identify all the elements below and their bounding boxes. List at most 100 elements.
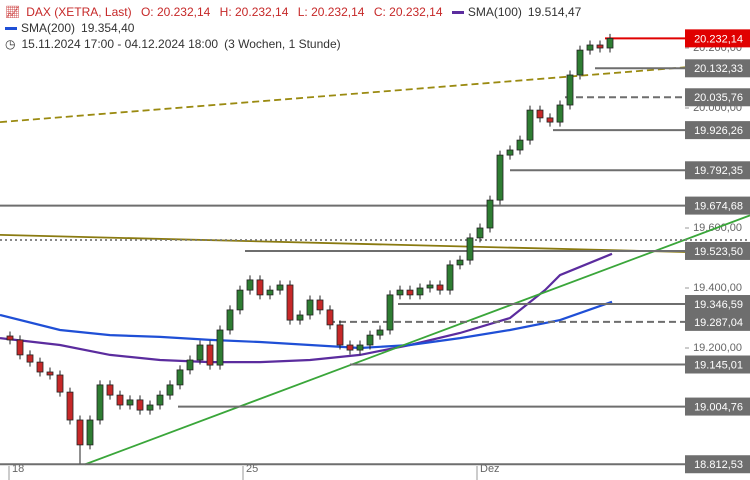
indicator-line [0, 234, 686, 253]
candle-body [6, 335, 14, 341]
candle-body [446, 264, 454, 291]
level-label: 19.004,76 [694, 401, 743, 413]
candle-body [276, 284, 284, 291]
legend-swatch [5, 27, 17, 31]
candle-body [336, 324, 344, 346]
candle-body [596, 44, 604, 49]
candle-body [566, 74, 574, 106]
level-label: 19.287,04 [694, 317, 743, 329]
chart-title: DAX (XETRA, Last) [26, 5, 132, 19]
candle-body [206, 344, 214, 366]
legend-name: SMA(100) [467, 5, 522, 19]
candle-body [116, 394, 124, 406]
x-tick-label: 25 [246, 463, 258, 475]
level-label: 19.346,59 [694, 299, 743, 311]
candle-body [76, 419, 84, 446]
x-tick-label: Dez [480, 463, 500, 475]
ohlc-label: O: 20.232,14 [140, 5, 211, 19]
level-label-box [685, 312, 750, 331]
chart-icon: 📈︎ [5, 5, 21, 19]
candle-body [456, 259, 464, 266]
candle-body [576, 49, 584, 76]
candle-body [346, 344, 354, 351]
candle-body [66, 391, 74, 421]
legend-name: SMA(200) [21, 21, 76, 35]
candle-body [606, 38, 614, 49]
legend-value: 19.514,47 [527, 5, 582, 19]
candle-body [176, 369, 184, 386]
candle-body [506, 149, 514, 156]
candle-body [196, 344, 204, 361]
chart-header: 📈︎ DAX (XETRA, Last) O: 20.232,14 H: 20.2… [5, 4, 593, 52]
level-label-box [685, 161, 750, 180]
level-label: 19.674,68 [694, 201, 743, 213]
level-label: 19.792,35 [694, 165, 743, 177]
level-label: 20.132,33 [694, 63, 743, 75]
candle-body [426, 284, 434, 289]
candle-body [306, 299, 314, 316]
candle-body [376, 329, 384, 336]
level-label-box [685, 397, 750, 416]
candle-body [526, 109, 534, 141]
level-label: 20.232,14 [694, 33, 743, 45]
header-row: 📈︎ DAX (XETRA, Last) O: 20.232,14 H: 20.2… [5, 4, 593, 20]
level-label-box [685, 355, 750, 374]
candle-body [166, 384, 174, 396]
candle-body [86, 419, 94, 446]
candle-body [246, 279, 254, 291]
candle-body [226, 309, 234, 331]
candle-body [146, 404, 154, 411]
candle-body [316, 299, 324, 311]
level-label-box [685, 59, 750, 78]
candle-body [106, 384, 114, 396]
legend-entry[interactable]: SMA(100) 19.514,47 [451, 5, 587, 19]
legend-entry[interactable]: SMA(200) 19.354,40 [5, 21, 140, 35]
level-label: 19.145,01 [694, 359, 743, 371]
level-label-box [685, 295, 750, 314]
level-label-box [685, 455, 750, 474]
candle-body [476, 227, 484, 239]
indicator-line [84, 214, 750, 466]
indicator-line [0, 61, 750, 123]
legend-swatch [451, 11, 464, 15]
clock-icon: ◷ [5, 37, 16, 51]
candle-body [486, 199, 494, 229]
ohlc-label: C: 20.232,14 [373, 5, 443, 19]
legend-value: 19.354,40 [81, 21, 135, 35]
candle-body [256, 279, 264, 296]
candle-body [536, 109, 544, 119]
ohlc-label: H: 20.232,14 [219, 5, 289, 19]
candle-body [546, 117, 554, 123]
header-row: SMA(200) 19.354,40 [5, 20, 593, 36]
candle-body [386, 294, 394, 331]
candle-body [136, 399, 144, 411]
y-tick-label: 19.200,00 [693, 342, 742, 354]
candle-body [96, 384, 104, 421]
level-label-box [685, 196, 750, 215]
candle-body [466, 237, 474, 261]
level-label: 19.926,26 [694, 125, 743, 137]
candle-body [356, 344, 364, 351]
level-label-box [685, 29, 750, 48]
candle-body [406, 289, 414, 296]
candle-body [36, 361, 44, 373]
candle-body [366, 334, 374, 346]
level-label: 18.812,53 [694, 459, 743, 471]
indicator-line [0, 300, 613, 350]
chart-interval: (3 Wochen, 1 Stunde) [224, 37, 341, 51]
candle-body [496, 154, 504, 201]
candle-body [236, 289, 244, 311]
ohlc-label: L: 20.232,14 [297, 5, 365, 19]
candle-body [516, 139, 524, 151]
candle-body [16, 339, 24, 356]
candle-body [436, 284, 444, 291]
level-label-box [685, 121, 750, 140]
candle-body [586, 44, 594, 51]
candle-body [416, 287, 424, 296]
candle-body [326, 309, 334, 326]
x-tick-label: 18 [12, 463, 24, 475]
candle-body [216, 329, 224, 366]
candle-body [556, 104, 564, 123]
